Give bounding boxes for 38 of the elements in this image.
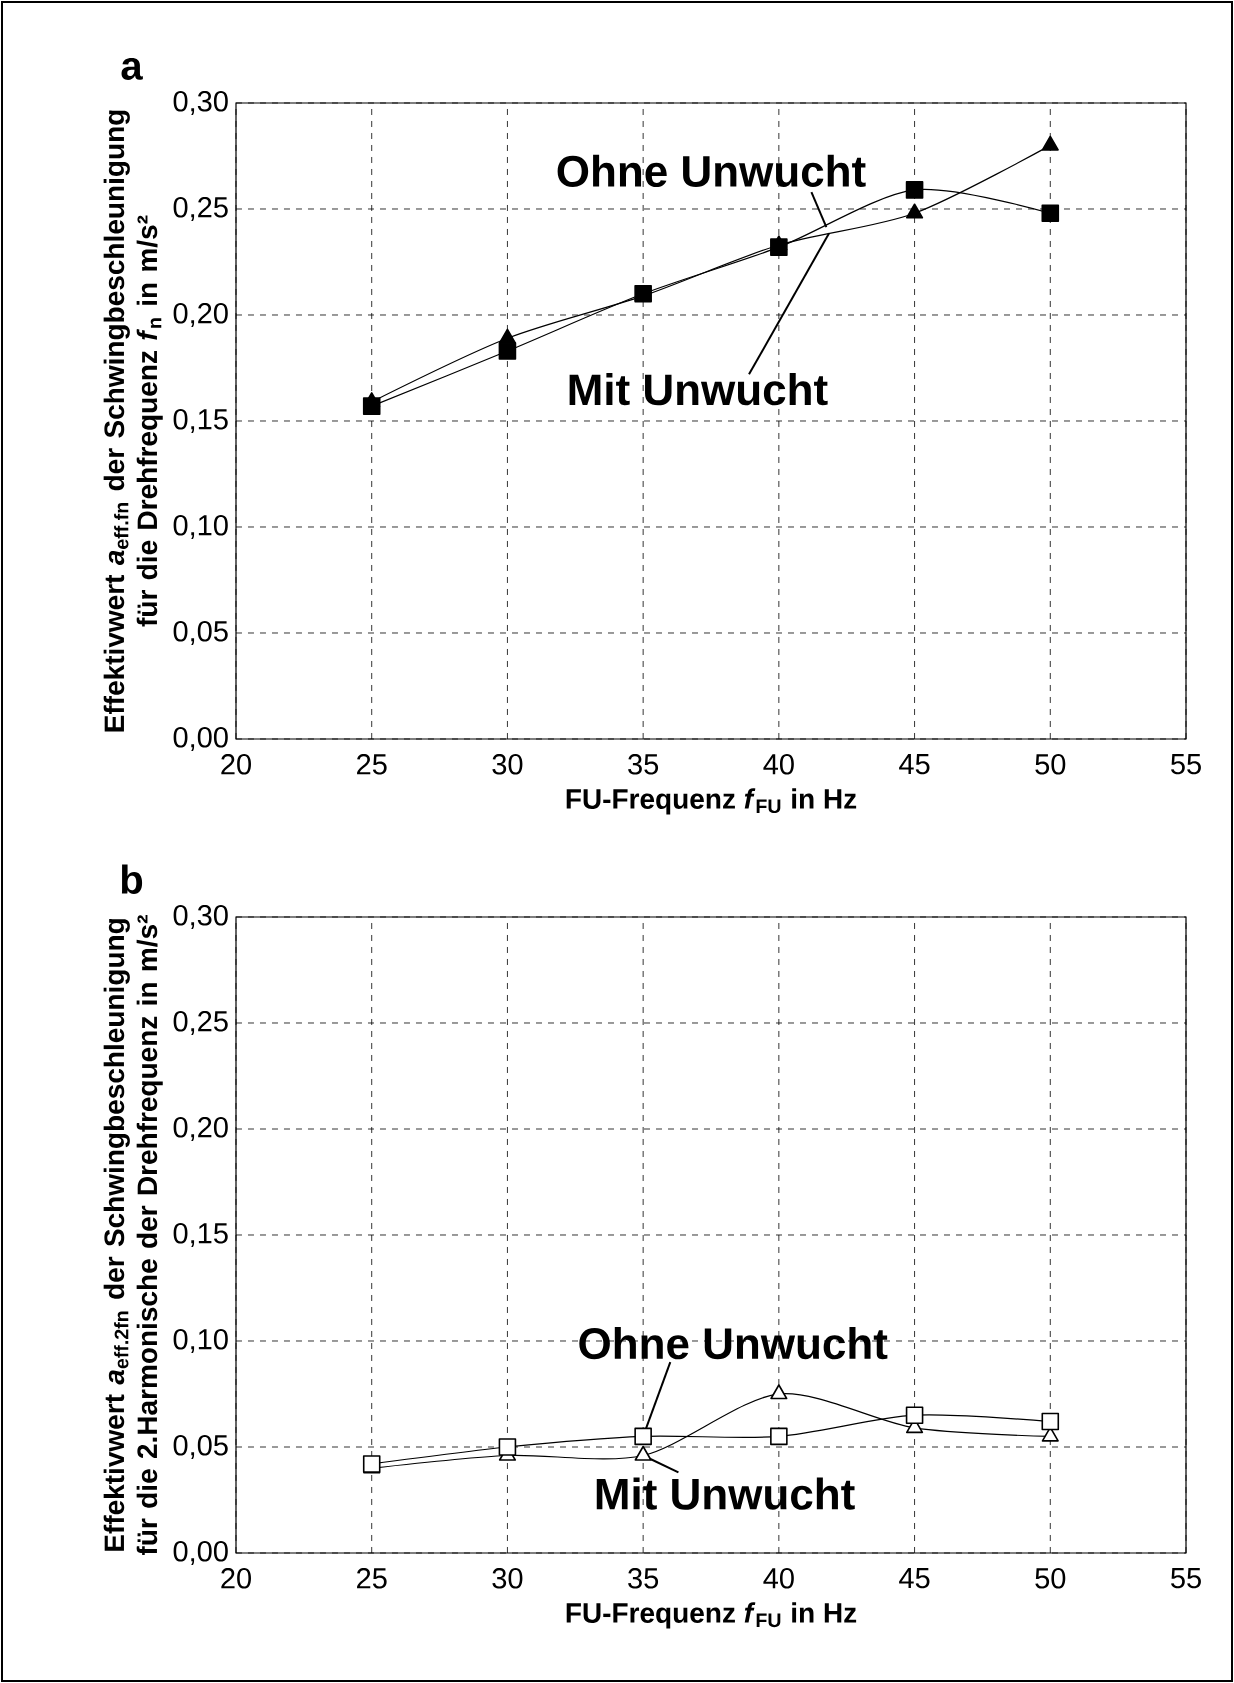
x-tick-label: 35 [628, 754, 659, 775]
y-tick-label: 0,00 [173, 727, 228, 751]
y-tick-label: 0,20 [173, 303, 228, 327]
x-tick-label: 25 [357, 1568, 387, 1589]
y-tick-label: 0,10 [173, 1329, 228, 1353]
x-tick-label: 25 [357, 754, 387, 775]
series-label: Mit Unwucht [569, 373, 828, 406]
y-tick-label: 0,15 [173, 1223, 228, 1247]
x-tick-label: 55 [1171, 754, 1201, 775]
x-tick-label: 40 [763, 754, 794, 775]
y-tick-label: 0,20 [173, 1117, 228, 1141]
chart-title: a [121, 58, 143, 80]
chart-title: b [121, 864, 143, 894]
x-axis-title: FU-Frequenz f$_{FU}$ in Hz [566, 1602, 857, 1629]
y-tick-label: 0,05 [173, 1435, 228, 1459]
y-tick-label: 0,15 [173, 409, 228, 433]
x-tick-label: 45 [899, 1568, 930, 1589]
x-tick-label: 50 [1035, 1568, 1066, 1589]
series-label: Ohne Unwucht [579, 1326, 888, 1360]
x-tick-label: 20 [221, 754, 251, 775]
x-tick-label: 35 [628, 1568, 659, 1589]
series-label: Ohne Unwucht [557, 154, 866, 187]
x-tick-label: 40 [763, 1568, 794, 1589]
x-tick-label: 30 [492, 754, 523, 775]
y-tick-label: 0,25 [173, 1011, 228, 1035]
y-tick-label: 0,05 [173, 621, 228, 645]
y-tick-label: 0,30 [173, 91, 228, 115]
x-tick-label: 20 [221, 1568, 251, 1589]
legend-label: Mit Unwucht [596, 1477, 855, 1510]
y-tick-label: 0,10 [173, 515, 228, 539]
x-tick-label: 45 [899, 754, 930, 775]
x-tick-label: 50 [1035, 754, 1066, 775]
x-tick-label: 30 [492, 1568, 523, 1589]
y-tick-label: 0,25 [173, 197, 228, 221]
y-tick-label: 0,00 [173, 1541, 228, 1565]
x-tick-label: 55 [1171, 1568, 1201, 1589]
x-axis-title: FU-Frequenz f$_{FU}$ in Hz [566, 788, 857, 815]
y-tick-label: 0,30 [173, 905, 228, 929]
